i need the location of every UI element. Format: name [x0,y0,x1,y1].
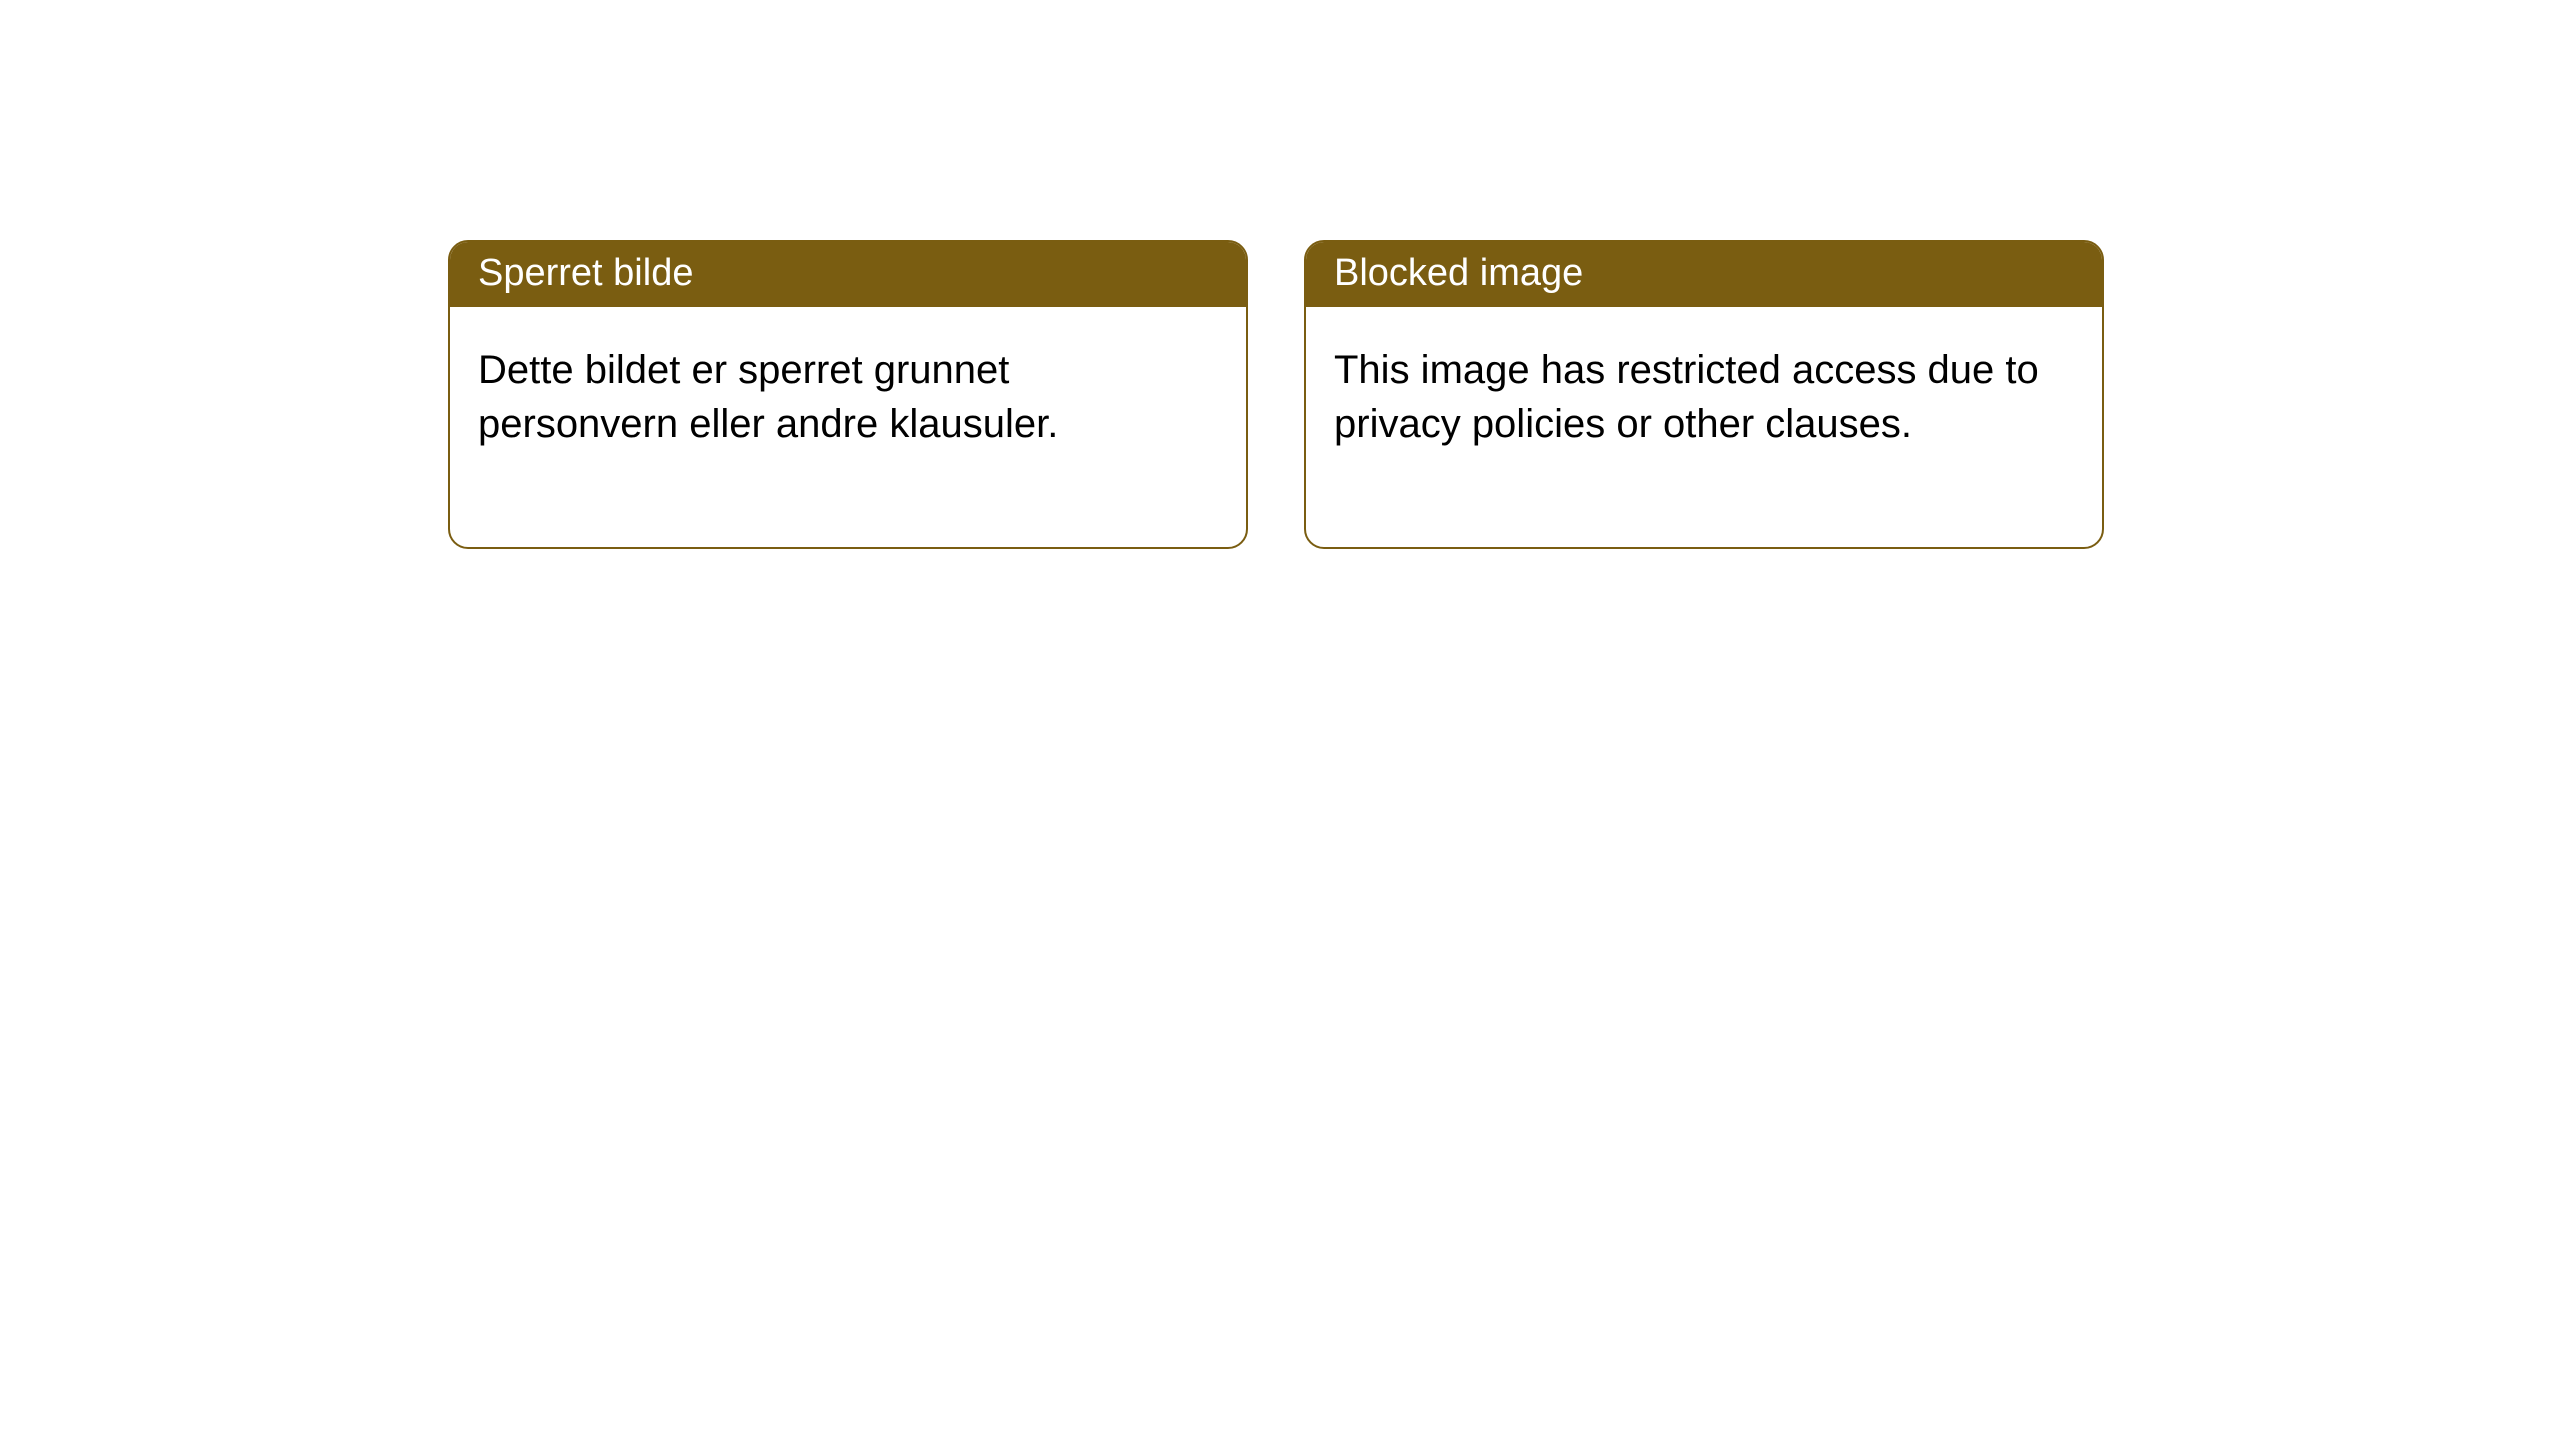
notice-cards-container: Sperret bilde Dette bildet er sperret gr… [448,240,2104,549]
notice-card-norwegian: Sperret bilde Dette bildet er sperret gr… [448,240,1248,549]
notice-body-norwegian: Dette bildet er sperret grunnet personve… [450,307,1246,547]
notice-card-english: Blocked image This image has restricted … [1304,240,2104,549]
notice-header-english: Blocked image [1306,242,2102,307]
notice-body-english: This image has restricted access due to … [1306,307,2102,547]
notice-header-norwegian: Sperret bilde [450,242,1246,307]
